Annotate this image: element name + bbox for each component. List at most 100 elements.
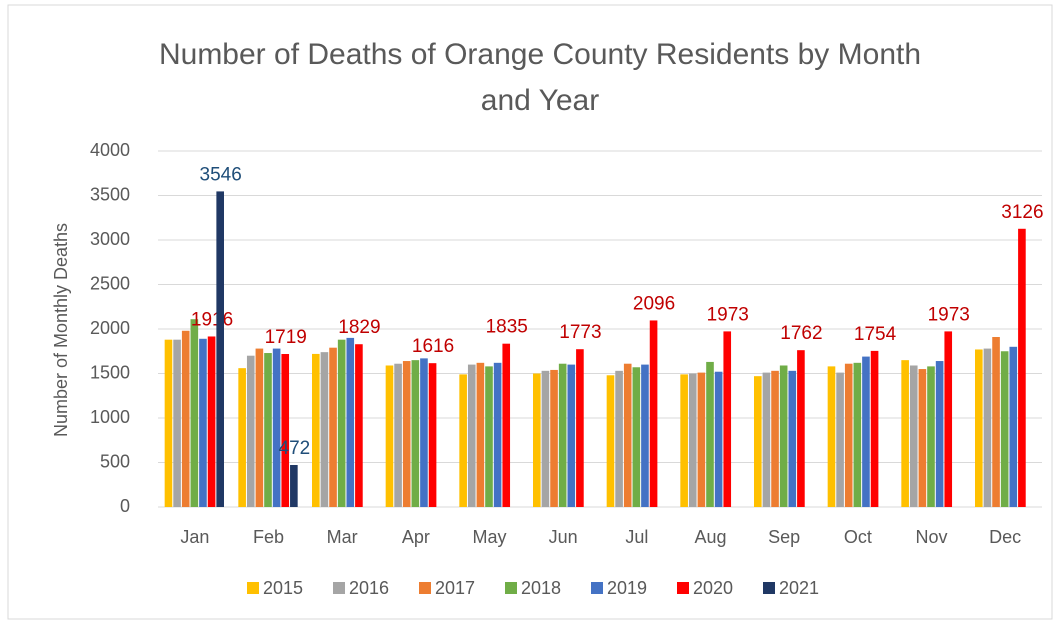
data-label: 2096	[633, 293, 675, 314]
data-label: 1916	[191, 309, 233, 330]
x-tick-label: Jun	[549, 527, 578, 547]
x-tick-label: Jan	[180, 527, 209, 547]
x-tick-label: Jul	[625, 527, 648, 547]
data-label: 1973	[928, 304, 970, 325]
bar	[320, 352, 329, 507]
bar	[680, 374, 688, 507]
bar	[467, 364, 476, 507]
legend-swatch	[247, 582, 259, 594]
bar	[649, 320, 658, 507]
legend-label: 2021	[779, 578, 819, 598]
bar	[1018, 228, 1026, 507]
bar	[983, 348, 992, 507]
y-tick-label: 2000	[90, 318, 130, 338]
data-label: 1754	[854, 324, 897, 345]
legend-label: 2018	[521, 578, 561, 598]
bar	[272, 348, 281, 507]
x-tick-label: Feb	[253, 527, 284, 547]
bar	[255, 348, 264, 507]
x-tick-label: Sep	[768, 527, 800, 547]
bar	[190, 319, 199, 507]
bar	[788, 370, 797, 507]
x-tick-label: Dec	[989, 527, 1021, 547]
bar	[697, 372, 706, 507]
bar	[385, 365, 394, 507]
bar	[909, 365, 918, 507]
y-tick-label: 2500	[90, 273, 130, 293]
bar	[550, 369, 558, 507]
bar	[632, 367, 641, 507]
bar	[346, 337, 355, 507]
bar	[935, 361, 944, 507]
y-tick-label: 4000	[90, 140, 130, 160]
bar	[420, 358, 428, 507]
bar	[459, 374, 467, 507]
bar	[992, 337, 1000, 507]
legend-swatch	[505, 582, 517, 594]
bar	[337, 339, 346, 507]
bar	[199, 338, 207, 507]
legend-swatch	[591, 582, 603, 594]
legend-label: 2019	[607, 578, 647, 598]
bar	[502, 343, 511, 507]
data-label: 1762	[780, 323, 822, 344]
bar	[853, 362, 862, 507]
x-tick-label: May	[472, 527, 506, 547]
bar	[844, 363, 853, 507]
bar	[402, 361, 411, 507]
bar	[615, 370, 623, 507]
x-tick-label: Nov	[915, 527, 947, 547]
data-label: 472	[279, 438, 311, 459]
bar	[476, 362, 485, 507]
bar	[281, 354, 290, 507]
bar	[771, 370, 779, 507]
bar	[173, 339, 181, 507]
bar	[290, 464, 298, 507]
bar	[329, 347, 337, 507]
bar	[779, 365, 788, 507]
legend-swatch	[763, 582, 775, 594]
bar	[762, 372, 771, 507]
bar	[927, 366, 935, 507]
legend-swatch	[677, 582, 689, 594]
bar	[862, 356, 870, 507]
data-label: 1835	[486, 317, 528, 338]
x-tick-label: Mar	[327, 527, 358, 547]
bar	[411, 360, 420, 507]
bar	[901, 360, 909, 507]
data-label: 3126	[1001, 202, 1043, 223]
y-tick-label: 3500	[90, 184, 130, 204]
bar	[567, 364, 576, 507]
bar	[641, 364, 649, 507]
bar	[394, 363, 402, 507]
legend-label: 2016	[349, 578, 389, 598]
bar	[312, 353, 320, 507]
bar	[576, 349, 584, 507]
bar	[797, 350, 805, 507]
chart-title: Number of Deaths of Orange County Reside…	[158, 38, 922, 117]
bar	[181, 330, 190, 507]
bar	[623, 363, 632, 507]
chart-border	[7, 4, 1053, 620]
bar	[1009, 346, 1018, 507]
bar	[944, 331, 953, 507]
y-tick-label: 1500	[90, 362, 130, 382]
data-label: 1973	[707, 304, 749, 325]
x-tick-label: Apr	[402, 527, 430, 547]
legend-swatch	[333, 582, 345, 594]
bar	[428, 363, 437, 507]
bar	[723, 331, 732, 507]
legend-label: 2020	[693, 578, 733, 598]
bar	[558, 363, 567, 507]
bar	[1000, 351, 1009, 507]
data-label: 1719	[265, 327, 307, 348]
x-tick-label: Aug	[694, 527, 726, 547]
bar	[246, 355, 255, 507]
bar	[216, 191, 224, 507]
bar	[836, 372, 844, 507]
bar	[918, 369, 927, 507]
bar	[975, 349, 983, 507]
bar	[533, 373, 541, 507]
data-label: 1829	[338, 317, 380, 338]
